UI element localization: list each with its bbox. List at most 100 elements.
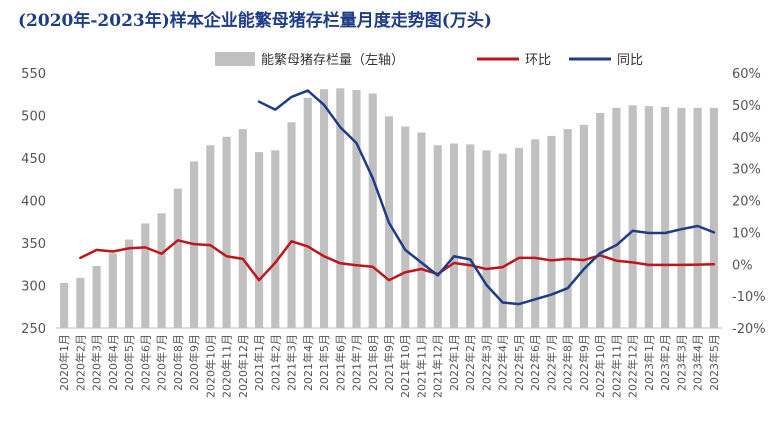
legend-label: 能繁母猪存栏量（左轴）: [261, 52, 404, 68]
x-tick-label: 2020年7月: [155, 334, 169, 391]
x-tick-label: 2020年12月: [236, 334, 250, 398]
x-tick-label: 2023年4月: [691, 334, 705, 391]
right-tick-label: 60%: [732, 67, 761, 82]
bar: [466, 144, 475, 328]
x-tick-label: 2020年3月: [90, 334, 104, 391]
legend-label: 环比: [525, 53, 551, 68]
x-tick-label: 2021年12月: [431, 334, 445, 398]
x-axis: 2020年1月 2020年2月 2020年3月 2020年4月 2020年5月 2020年…: [56, 327, 722, 398]
x-tick-label: 2022年1月: [447, 334, 461, 391]
bar: [709, 107, 718, 328]
bar: [677, 107, 686, 328]
bar: [60, 282, 69, 328]
right-tick-label: -20%: [732, 322, 766, 337]
right-tick-label: 40%: [732, 131, 761, 146]
right-tick-label: 50%: [732, 99, 761, 114]
bar: [319, 89, 329, 329]
x-tick-label: 2020年2月: [73, 334, 87, 391]
bar: [206, 145, 215, 328]
left-tick-label: 500: [21, 110, 46, 125]
bar: [352, 90, 361, 328]
x-tick-label: 2023年2月: [658, 334, 672, 391]
x-tick-label: 2021年11月: [414, 334, 428, 398]
x-tick-label: 2021年7月: [350, 334, 364, 391]
x-tick-label: 2023年5月: [707, 334, 721, 391]
left-tick-label: 450: [21, 152, 46, 167]
x-tick-label: 2022年9月: [577, 334, 591, 391]
bar: [628, 105, 637, 328]
bar: [644, 106, 653, 329]
bar: [661, 107, 670, 328]
x-tick-label: 2020年4月: [106, 334, 120, 391]
bar: [336, 88, 345, 328]
x-tick-label: 2021年2月: [268, 334, 282, 391]
bar: [563, 129, 572, 328]
line-yoy: [257, 89, 716, 306]
line-mom: [79, 239, 716, 282]
x-tick-label: 2021年9月: [382, 334, 396, 391]
x-tick-label: 2022年11月: [609, 334, 623, 398]
x-tick-label: 2023年3月: [674, 334, 688, 391]
x-tick-label: 2021年5月: [317, 334, 331, 391]
bar: [482, 150, 491, 328]
bar: [108, 253, 117, 328]
bar: [596, 112, 605, 328]
bar: [579, 124, 588, 328]
bar-series: [60, 88, 718, 329]
right-tick-label: 0%: [732, 258, 753, 273]
x-tick-label: 2021年3月: [285, 334, 299, 391]
line-series: [79, 89, 716, 306]
x-tick-label: 2023年1月: [642, 334, 656, 391]
x-tick-label: 2022年10月: [593, 334, 607, 398]
right-axis: -20% -10% 0% 10% 20% 30% 40% 50% 60%: [732, 67, 766, 337]
bar: [368, 93, 377, 329]
x-tick-label: 2020年9月: [187, 334, 201, 391]
bar: [238, 129, 247, 328]
bar: [157, 213, 166, 328]
x-tick-label: 2020年10月: [203, 334, 217, 398]
bar: [417, 132, 426, 328]
left-tick-label: 550: [21, 67, 46, 82]
x-tick-label: 2021年4月: [301, 334, 315, 391]
bar: [125, 239, 134, 328]
legend-label: 同比: [617, 53, 643, 68]
x-tick-label: 2020年11月: [220, 334, 234, 398]
bar: [287, 122, 296, 328]
bar: [612, 107, 621, 328]
x-tick-label: 2022年8月: [561, 334, 575, 391]
left-tick-label: 350: [21, 237, 46, 252]
x-tick-label: 2020年1月: [57, 334, 71, 391]
bar: [76, 277, 85, 328]
bar: [303, 97, 312, 329]
x-tick-label: 2022年5月: [512, 334, 526, 391]
bar: [92, 265, 101, 328]
right-tick-label: -10%: [732, 290, 766, 305]
bar: [433, 145, 442, 328]
bar: [693, 107, 702, 328]
bar: [531, 139, 540, 328]
x-tick-label: 2021年8月: [366, 334, 380, 391]
bar: [141, 223, 150, 328]
x-tick-label: 2020年6月: [138, 334, 152, 391]
right-tick-label: 30%: [732, 163, 761, 178]
legend: 能繁母猪存栏量（左轴） 环比 同比: [215, 52, 643, 68]
x-tick-label: 2022年6月: [528, 334, 542, 391]
x-tick-label: 2021年1月: [252, 334, 266, 391]
x-tick-label: 2022年4月: [496, 334, 510, 391]
bar: [254, 152, 264, 328]
bar: [401, 126, 410, 328]
legend-swatch-bar: [215, 52, 255, 66]
bar: [271, 150, 280, 328]
x-tick-label: 2020年8月: [171, 334, 185, 391]
left-tick-label: 400: [21, 195, 46, 210]
bar: [498, 153, 507, 328]
bar: [547, 135, 556, 328]
right-tick-label: 20%: [732, 195, 761, 210]
chart-title: (2020年-2023年)样本企业能繁母猪存栏量月度走势图(万头): [18, 11, 492, 31]
x-tick-label: 2022年3月: [479, 334, 493, 391]
right-tick-label: 10%: [732, 226, 761, 241]
left-axis: 250 300 350 400 450 500 550: [21, 67, 46, 337]
x-tick-label: 2021年10月: [398, 334, 412, 398]
x-tick-label: 2021年6月: [333, 334, 347, 391]
